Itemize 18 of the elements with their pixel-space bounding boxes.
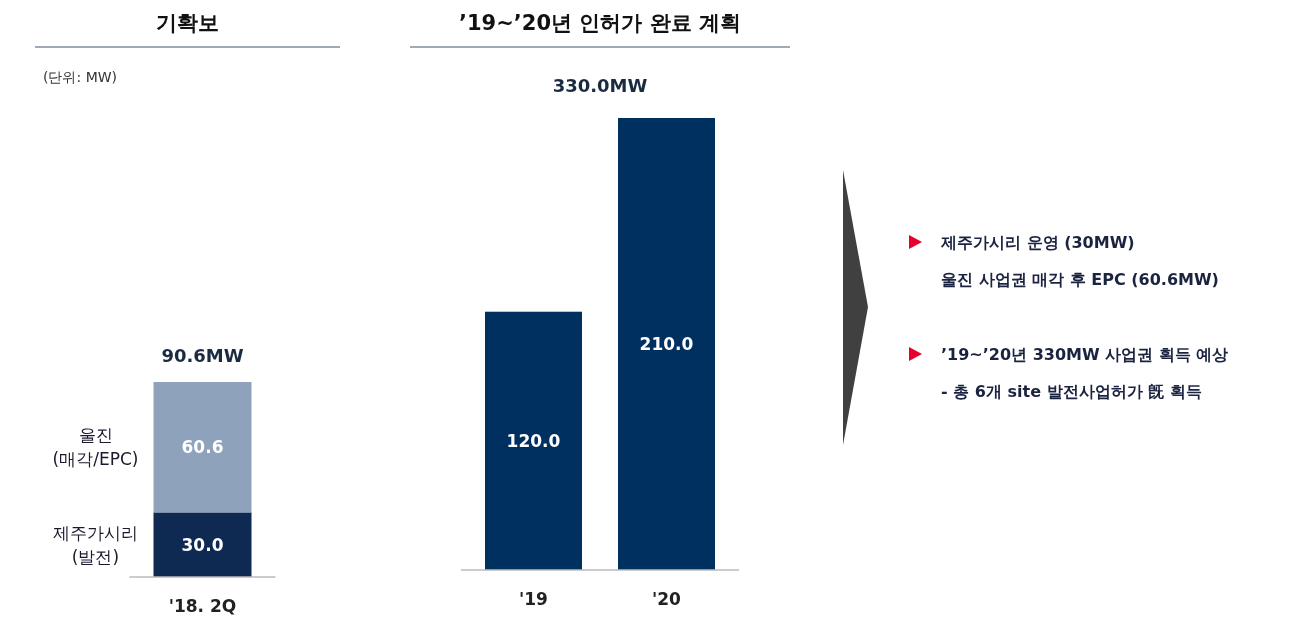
total-label: 90.6MW (161, 344, 244, 366)
data-label: 120.0 (506, 430, 561, 451)
x-tick-label: '19 (519, 589, 548, 609)
x-tick-label: '20 (652, 589, 682, 609)
series-label: 제주가시리 (발전) (53, 522, 138, 567)
text: 330.0MW (552, 75, 648, 96)
x-tick-label: '18. 2Q (168, 596, 237, 616)
data-label: 60.6 (181, 437, 224, 458)
text: - 총 6개 site 발전사업허가 旣 획득 (941, 382, 1202, 401)
chart-title: 기확보 (156, 11, 219, 35)
data-label: 210.0 (639, 334, 694, 354)
text: 울진 사업권 매각 후 EPC (60.6MW) (941, 270, 1219, 289)
data-label: 30.0 (181, 534, 224, 555)
text: ’19~’20년 330MW 사업권 획득 예상 (941, 345, 1229, 364)
series-label: 울진 (매각/EPC) (52, 425, 139, 470)
text: 제주가시리 운영 (30MW) (940, 233, 1135, 252)
chart-subtitle: (단위: MW) (43, 69, 118, 85)
chart-title: ’19~’20년 인허가 완료 계획 (459, 11, 741, 35)
